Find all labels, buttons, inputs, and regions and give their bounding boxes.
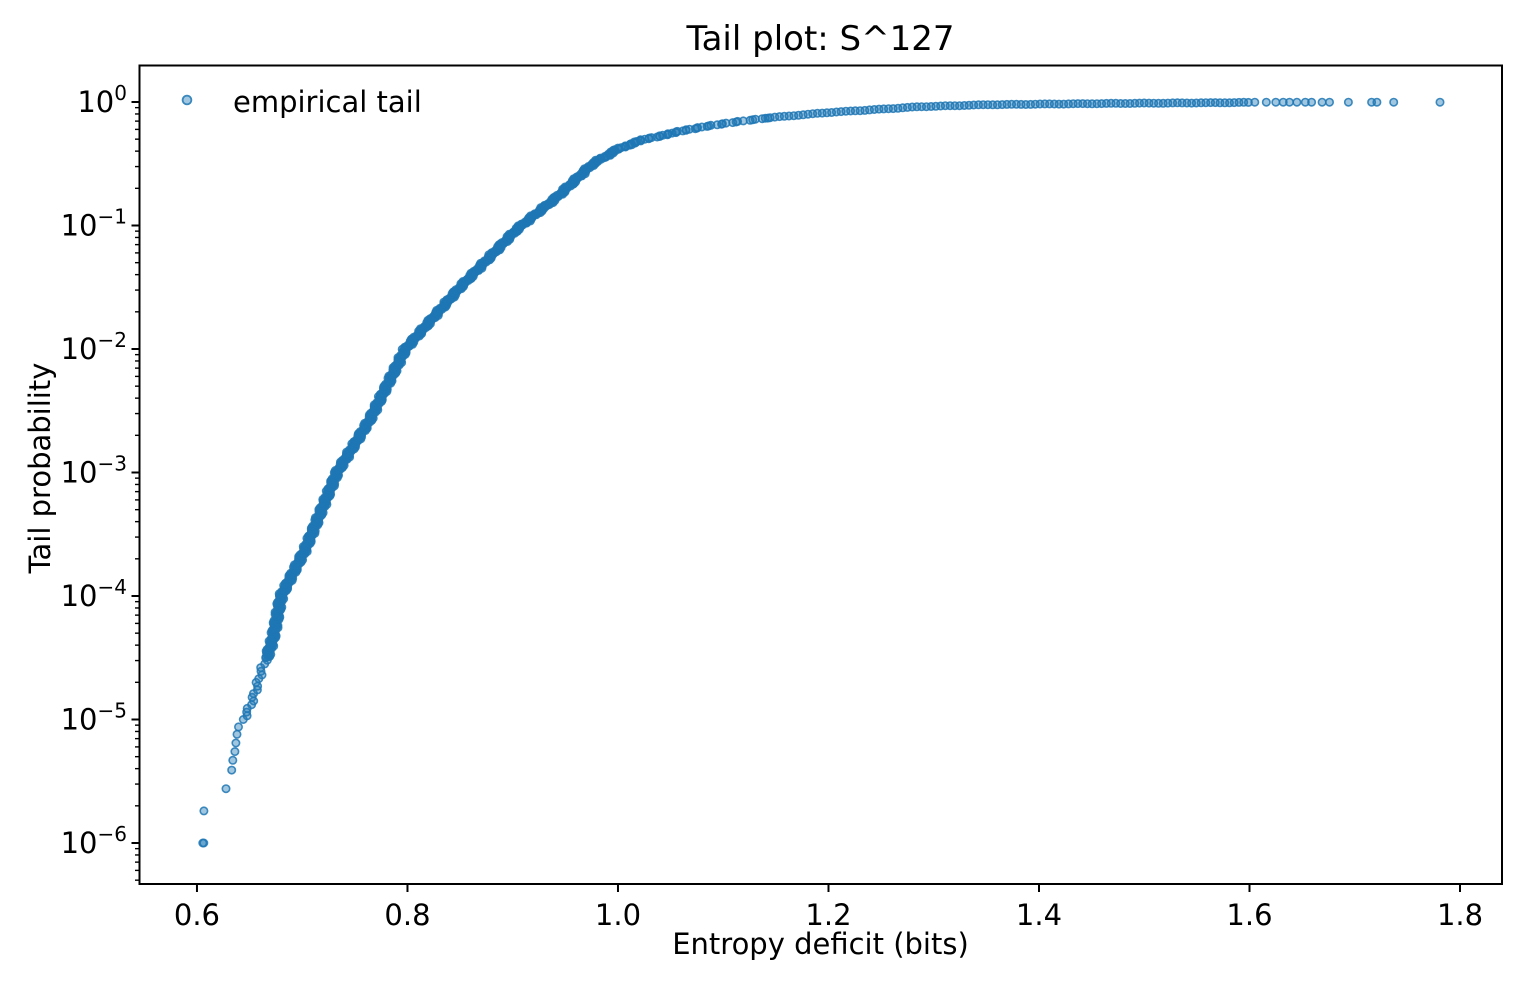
axes-frame	[138, 64, 1503, 885]
y-tick-label: 10−4	[61, 575, 127, 613]
chart-title: Tail plot: S^127	[686, 19, 955, 59]
x-tick-label: 0.8	[384, 898, 430, 932]
x-tick-label: 0.6	[174, 898, 220, 932]
major-ticks	[131, 100, 1462, 892]
y-tick-label: 10−1	[61, 204, 127, 242]
x-tick-label: 1.4	[1016, 898, 1062, 932]
x-tick-label: 1.6	[1226, 898, 1272, 932]
x-axis-label: Entropy deficit (bits)	[672, 927, 969, 961]
y-axis-label: Tail probability	[23, 362, 57, 574]
y-tick-label: 100	[77, 81, 127, 119]
legend-label: empirical tail	[233, 85, 422, 119]
y-tick-label: 10−2	[61, 328, 127, 366]
y-tick-label: 10−6	[61, 822, 127, 860]
tick-labels: 0.6 0.8 1.0 1.2 1.4 1.6 1.8 100 10−1 10−2 10−3 10−4…	[61, 81, 1483, 932]
x-tick-label: 1.0	[595, 898, 641, 932]
scatter-points	[198, 97, 1445, 848]
x-tick-label: 1.2	[805, 898, 851, 932]
y-tick-label: 10−5	[61, 698, 127, 736]
legend-marker	[181, 94, 193, 106]
x-tick-label: 1.8	[1437, 898, 1483, 932]
y-tick-label: 10−3	[61, 451, 127, 489]
legend-marker-dot	[181, 94, 193, 106]
